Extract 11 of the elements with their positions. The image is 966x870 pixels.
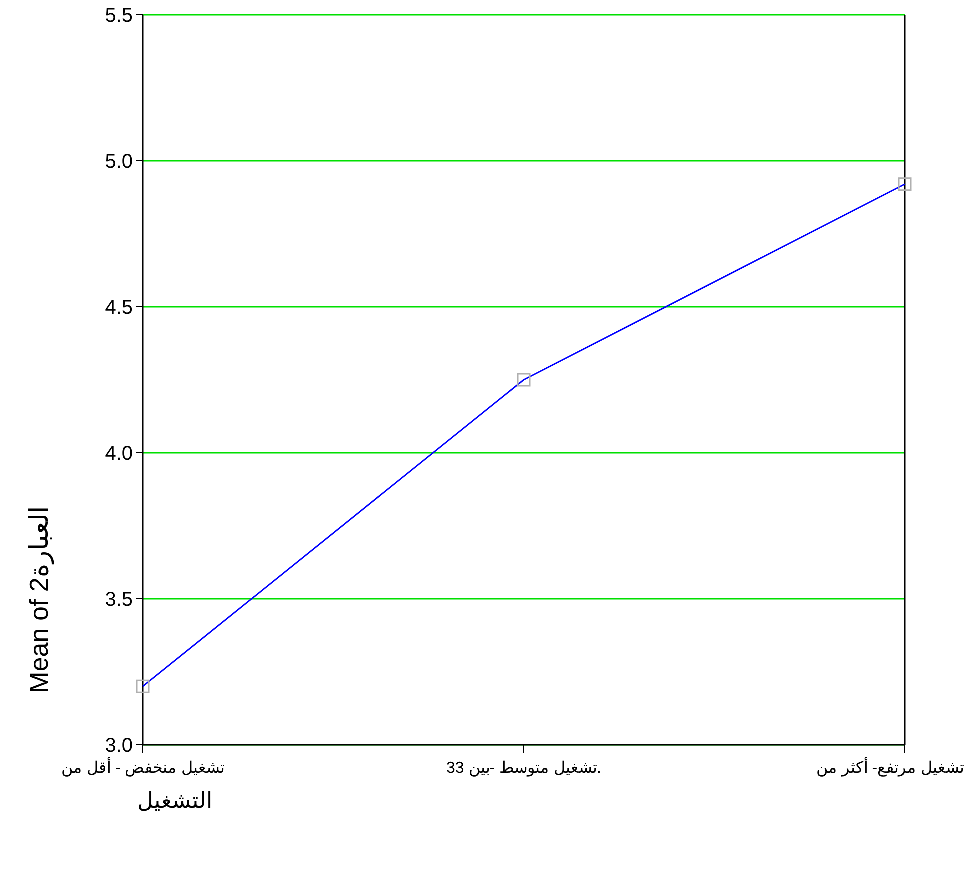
- x-tick-label: تشغيل منخفض - أقل من: [61, 757, 225, 777]
- x-tick-label: تشغيل متوسط -بين 33.: [446, 760, 602, 777]
- y-axis-title: Mean of العبارة2: [24, 506, 55, 694]
- y-tick-label: 3.5: [105, 589, 133, 611]
- x-tick-label: تشغيل مرتفع- أكثر من: [816, 757, 964, 777]
- y-tick-label: 5.5: [105, 5, 133, 27]
- y-tick-label: 3.0: [105, 735, 133, 757]
- y-tick-label: 4.5: [105, 297, 133, 319]
- y-tick-label: 5.0: [105, 151, 133, 173]
- y-tick-label: 4.0: [105, 443, 133, 465]
- x-axis-title: التشغيل: [138, 788, 212, 813]
